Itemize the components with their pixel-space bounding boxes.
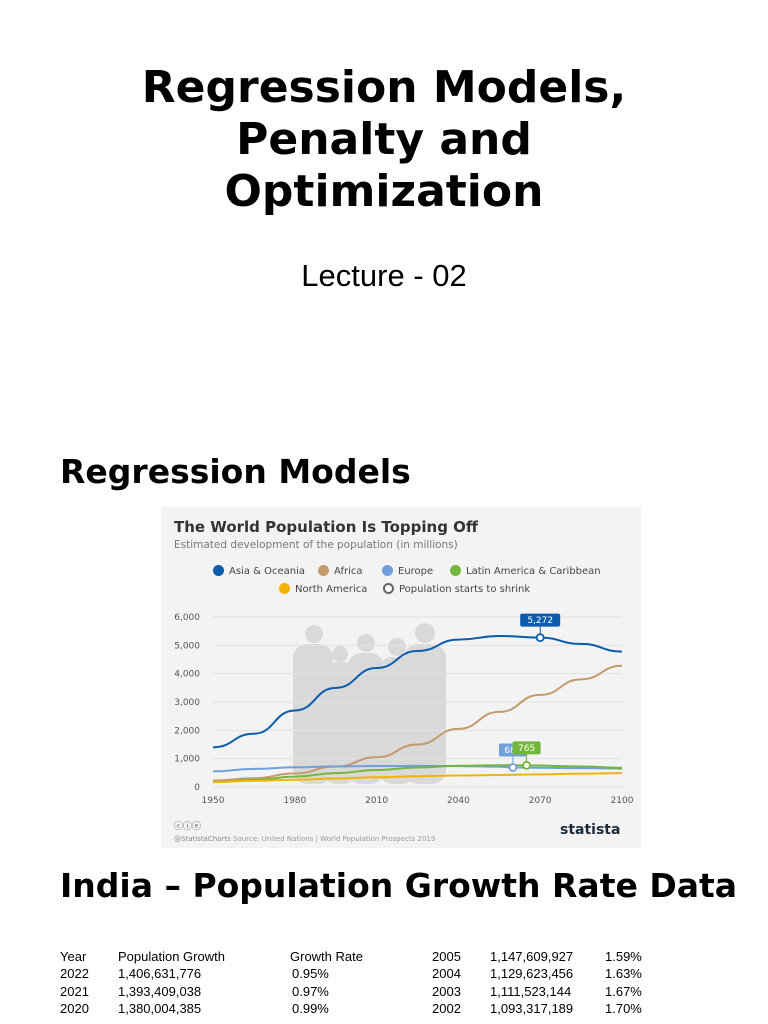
y-tick-label: 6,000 <box>174 613 200 623</box>
legend-shrink-marker <box>383 583 394 594</box>
chart-footer: @StatistaCharts <box>174 835 231 843</box>
x-tick-label: 2070 <box>529 796 552 806</box>
table-cell: 2022 <box>60 966 89 982</box>
table-cell: 1,393,409,038 <box>118 983 202 999</box>
table-cell: 2004 <box>432 966 461 982</box>
y-tick-label: 3,000 <box>174 698 200 708</box>
chart-plot: 0 1,000 2,000 3,000 4,000 5,000 6,000 1950 1980… <box>174 613 634 806</box>
x-tick-label: 2010 <box>365 796 388 806</box>
table-cell: 1,129,623,456 <box>490 966 574 982</box>
chart-annotations: 5,272689765 <box>498 613 561 772</box>
table-cell: 0.97% <box>292 983 329 999</box>
legend-asia: Asia & Oceania <box>213 565 305 577</box>
series-line-latin-america-caribbean <box>212 764 623 784</box>
table-cell: 1,111,523,144 <box>490 983 572 999</box>
series-line-africa <box>212 664 623 782</box>
x-tick-label: 1980 <box>283 796 306 806</box>
legend-africa: Africa <box>318 565 363 577</box>
legend-asia-swatch <box>213 565 224 576</box>
x-axis-ticks: 1950 1980 2010 2040 2070 2100 <box>202 796 634 806</box>
table-row: 2021 1,393,409,038 0.97% 2003 1,111,523,… <box>60 983 642 1000</box>
x-tick-label: 2100 <box>611 796 634 806</box>
legend-asia-label: Asia & Oceania <box>229 566 306 577</box>
section-heading-india: India – Population Growth Rate Data <box>60 866 738 905</box>
table-cell: 2003 <box>432 983 461 999</box>
title-line-1: Regression Models, <box>141 62 627 113</box>
title-line-3: Optimization <box>224 166 544 217</box>
table-cell: 1.63% <box>605 966 642 982</box>
series-line-asia-oceania <box>212 634 623 749</box>
y-tick-label: 1,000 <box>174 755 200 765</box>
table-row: Year Population Growth Growth Rate 2005 … <box>60 948 642 965</box>
population-table: Year Population Growth Growth Rate 2005 … <box>60 948 642 1017</box>
x-tick-label: 2040 <box>447 796 470 806</box>
table-cell: 1,147,609,927 <box>490 949 574 965</box>
legend-latam-label: Latin America & Caribbean <box>466 566 601 577</box>
table-header-year: Year <box>60 949 87 965</box>
people-silhouette <box>293 623 446 784</box>
chart-source: Source: United Nations | World Populatio… <box>233 835 436 843</box>
table-cell: 1.67% <box>605 983 642 999</box>
legend-north-america: North America <box>279 583 367 595</box>
table-cell: 1.59% <box>605 949 642 965</box>
title-line-2: Penalty and <box>236 114 532 165</box>
annotation-box <box>512 741 541 755</box>
legend-shrink: Population starts to shrink <box>383 583 530 595</box>
y-tick-label: 2,000 <box>174 726 200 736</box>
legend-north-america-label: North America <box>295 584 368 595</box>
legend-shrink-label: Population starts to shrink <box>399 584 531 595</box>
statista-logo: statista <box>560 822 621 838</box>
table-cell: 2020 <box>60 1001 89 1017</box>
legend-europe-swatch <box>382 565 393 576</box>
table-cell: 2005 <box>432 949 461 965</box>
table-cell: 0.99% <box>292 1001 329 1017</box>
table-row: 2022 1,406,631,776 0.95% 2004 1,129,623,… <box>60 965 642 982</box>
legend-europe-label: Europe <box>398 566 434 577</box>
legend-europe: Europe <box>382 565 433 577</box>
table-cell: 1,093,317,189 <box>490 1001 574 1017</box>
table-header-growth-rate: Growth Rate <box>290 949 363 965</box>
series-line-north-america <box>212 772 623 784</box>
annotation-box <box>520 613 561 627</box>
table-header-population: Population Growth <box>118 949 225 965</box>
y-tick-label: 0 <box>194 783 200 793</box>
legend-north-america-swatch <box>279 583 290 594</box>
lecture-subtitle: Lecture - 02 <box>301 258 467 293</box>
y-axis-ticks: 0 1,000 2,000 3,000 4,000 5,000 6,000 <box>174 613 200 793</box>
annotation-label: 5,272 <box>527 616 553 626</box>
legend-africa-label: Africa <box>334 566 363 577</box>
y-tick-label: 5,000 <box>174 641 200 651</box>
table-cell: 0.95% <box>292 966 329 982</box>
population-chart: The World Population Is Topping Off Esti… <box>161 507 641 848</box>
chart-title: The World Population Is Topping Off <box>174 518 479 536</box>
slide-title: Regression Models, Penalty and Optimizat… <box>0 62 768 218</box>
x-tick-label: 1950 <box>202 796 225 806</box>
shrink-marker <box>508 763 518 772</box>
table-row: 2020 1,380,004,385 0.99% 2002 1,093,317,… <box>60 1000 642 1017</box>
table-cell: 1.70% <box>605 1001 642 1017</box>
y-tick-label: 4,000 <box>174 670 200 680</box>
shrink-marker <box>535 633 545 643</box>
shrink-marker <box>522 760 531 770</box>
chart-subtitle: Estimated development of the population … <box>174 539 458 551</box>
legend-latam: Latin America & Caribbean <box>450 565 601 577</box>
legend-latam-swatch <box>450 565 461 576</box>
chart-series <box>212 634 623 784</box>
cc-license-icon: ⓒⓘⓔ <box>174 822 202 832</box>
section-heading-regression: Regression Models <box>60 452 411 491</box>
legend-africa-swatch <box>318 565 329 576</box>
table-cell: 2021 <box>60 983 89 999</box>
annotation-label: 765 <box>518 744 535 754</box>
table-cell: 1,380,004,385 <box>118 1001 202 1017</box>
table-cell: 2002 <box>432 1001 461 1017</box>
table-cell: 1,406,631,776 <box>118 966 202 982</box>
